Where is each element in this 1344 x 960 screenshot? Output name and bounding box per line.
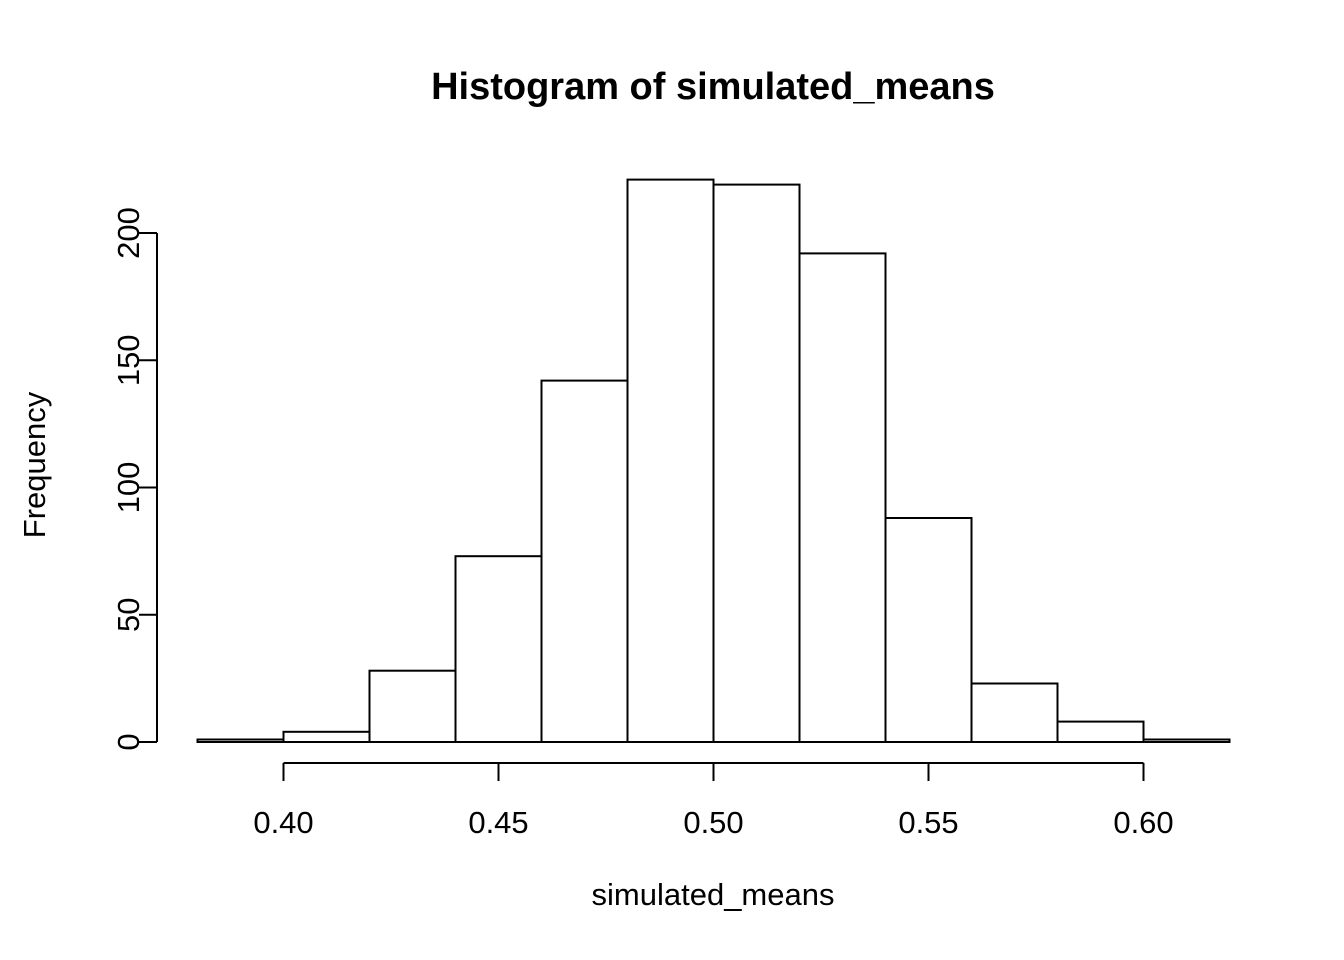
x-tick-label: 0.45 <box>468 805 528 840</box>
histogram-bars <box>196 178 1231 744</box>
x-tick-label: 0.55 <box>898 805 958 840</box>
histogram-bar <box>884 517 973 743</box>
histogram-bar <box>1056 720 1145 743</box>
y-tick-label: 150 <box>111 334 146 386</box>
histogram-bar <box>282 730 371 743</box>
histogram-bar <box>540 379 629 743</box>
histogram-bar <box>368 669 457 744</box>
y-axis-label: Frequency <box>17 391 52 538</box>
histogram-bar <box>1142 738 1231 743</box>
chart-title: Histogram of simulated_means <box>431 66 995 108</box>
y-axis: 0 50 100 150 200 <box>111 207 158 751</box>
y-tick-label: 200 <box>111 207 146 259</box>
y-tick-label: 0 <box>111 733 146 750</box>
y-tick-label: 50 <box>111 598 146 632</box>
histogram-bar <box>626 178 715 744</box>
histogram-bar <box>712 183 801 744</box>
histogram-bar <box>798 252 887 743</box>
histogram-bar <box>196 738 285 743</box>
x-axis: 0.40 0.45 0.50 0.55 0.60 <box>253 762 1174 840</box>
histogram-bar <box>970 682 1059 743</box>
y-tick-label: 100 <box>111 462 146 514</box>
histogram-bar <box>454 555 543 744</box>
x-tick-label: 0.50 <box>683 805 743 840</box>
x-tick-label: 0.60 <box>1113 805 1173 840</box>
x-tick-label: 0.40 <box>253 805 313 840</box>
x-axis-label: simulated_means <box>592 877 835 912</box>
